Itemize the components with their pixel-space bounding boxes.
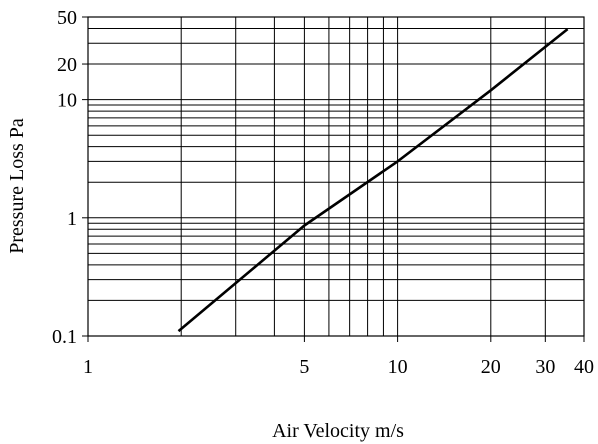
axes	[82, 16, 585, 342]
x-tick-label: 20	[481, 356, 501, 378]
x-tick-label: 40	[574, 356, 594, 378]
series-group	[177, 28, 569, 333]
grid-lines	[88, 17, 584, 336]
y-axis-label: Pressure Loss Pa	[6, 118, 28, 254]
y-tick-label: 0.1	[52, 326, 77, 348]
x-axis-label: Air Velocity m/s	[272, 420, 404, 442]
x-tick-label: 1	[83, 356, 93, 378]
x-tick-label: 30	[535, 356, 555, 378]
plot-frame	[87, 16, 585, 337]
tick-labels: 1 5 10 20 30 40 0.1 1 10 20 50	[52, 7, 594, 378]
y-tick-label: 50	[57, 7, 77, 29]
y-tick-label: 20	[57, 54, 77, 76]
x-tick-label: 10	[388, 356, 408, 378]
y-tick-label: 10	[57, 90, 77, 112]
y-tick-label: 1	[67, 208, 77, 230]
series-line	[177, 28, 569, 333]
x-tick-label: 5	[299, 356, 309, 378]
